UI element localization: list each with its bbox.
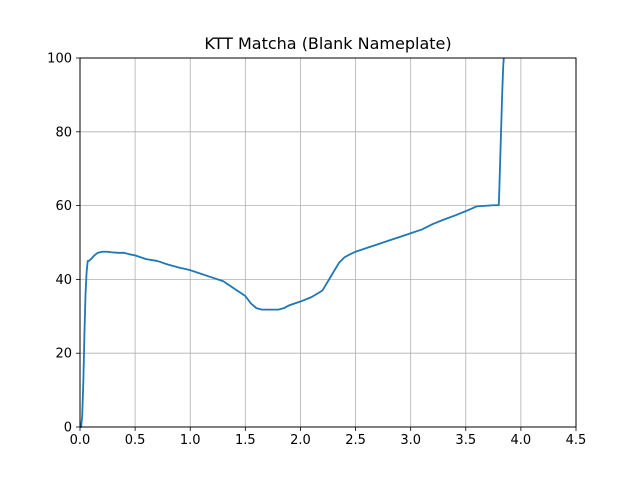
x-tick-label: 3.0 bbox=[400, 433, 421, 448]
y-tick-label: 60 bbox=[55, 199, 72, 214]
x-tick-label: 1.0 bbox=[180, 433, 201, 448]
series-line bbox=[80, 57, 505, 428]
x-axis: 0.0 0.5 1.0 1.5 2.0 2.5 3.0 3.5 4.0 4.5 bbox=[70, 427, 587, 448]
plot-frame bbox=[79, 57, 577, 428]
y-tick-label: 80 bbox=[55, 125, 72, 140]
y-tick-label: 40 bbox=[55, 273, 72, 288]
x-tick-label: 0.5 bbox=[125, 433, 146, 448]
x-tick-label: 0.0 bbox=[70, 433, 91, 448]
x-tick-label: 3.5 bbox=[455, 433, 476, 448]
y-tick-label: 0 bbox=[64, 421, 72, 436]
x-tick-label: 2.0 bbox=[290, 433, 311, 448]
x-tick-label: 4.0 bbox=[511, 433, 532, 448]
chart-title: KTT Matcha (Blank Nameplate) bbox=[204, 34, 451, 53]
data-series-group bbox=[80, 57, 505, 428]
x-tick-label: 2.5 bbox=[345, 433, 366, 448]
y-axis: 0 20 40 60 80 100 bbox=[47, 52, 80, 436]
x-tick-label: 1.5 bbox=[235, 433, 256, 448]
x-tick-label: 4.5 bbox=[566, 433, 587, 448]
y-tick-label: 20 bbox=[55, 347, 72, 362]
y-tick-label: 100 bbox=[47, 52, 72, 67]
